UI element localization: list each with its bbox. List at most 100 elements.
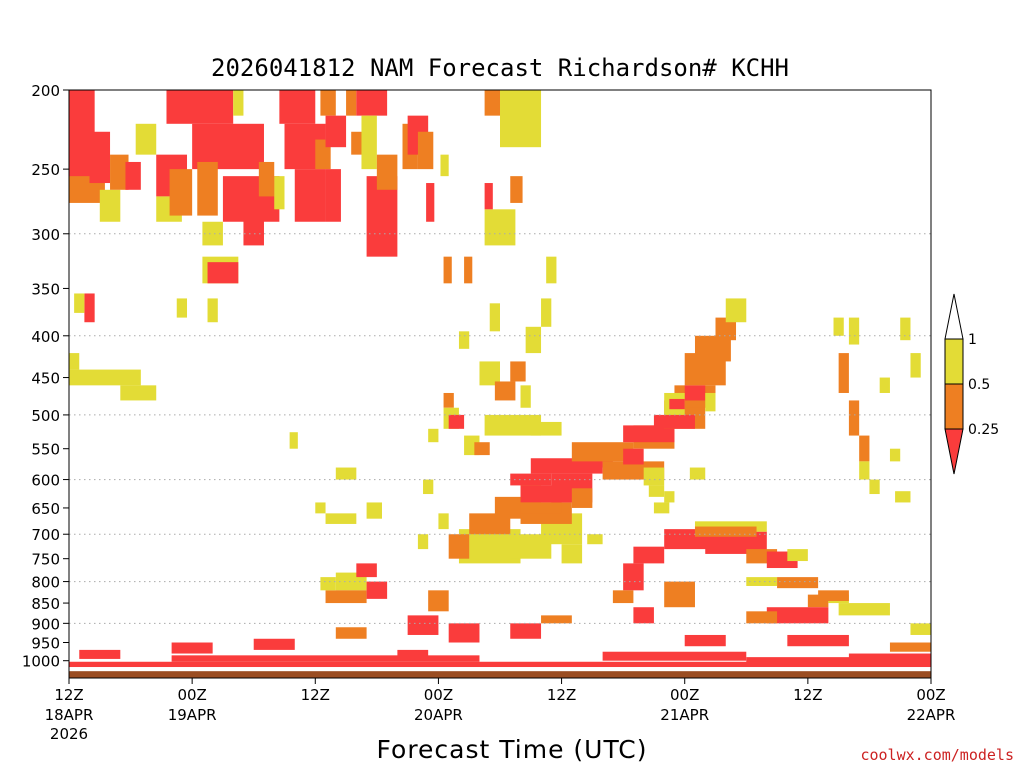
ri-region xyxy=(315,502,326,514)
ri-region xyxy=(669,398,685,410)
ri-region xyxy=(89,131,111,184)
ri-region xyxy=(895,491,911,503)
ri-region xyxy=(407,615,439,635)
ri-region xyxy=(325,115,347,148)
ri-region xyxy=(207,298,218,323)
y-tick-label: 850 xyxy=(31,595,60,613)
ri-region xyxy=(910,353,921,378)
ri-region xyxy=(746,657,931,663)
y-tick-label: 300 xyxy=(31,226,60,244)
ri-region xyxy=(233,90,244,116)
x-tick-date: 21APR xyxy=(660,706,709,724)
legend-swatch xyxy=(944,383,964,430)
x-tick-date: 20APR xyxy=(414,706,463,724)
ri-region xyxy=(207,262,239,284)
ri-region xyxy=(243,215,264,246)
x-tick-time: 12Z xyxy=(547,686,576,704)
ri-region xyxy=(664,581,695,608)
ri-region xyxy=(484,183,493,210)
legend-cap-top xyxy=(944,293,964,340)
ri-region xyxy=(510,473,552,486)
ri-region xyxy=(120,385,157,401)
y-tick-label: 350 xyxy=(31,280,60,298)
ri-region xyxy=(171,642,213,654)
ri-region xyxy=(489,303,500,332)
ri-region xyxy=(859,435,870,462)
plot-frame xyxy=(68,89,932,679)
x-tick-time: 12Z xyxy=(793,686,822,704)
ri-region xyxy=(443,392,454,408)
ri-region xyxy=(484,209,516,246)
ri-region xyxy=(335,467,357,480)
ri-region xyxy=(417,131,434,170)
ri-region xyxy=(274,176,285,210)
ri-region xyxy=(530,458,603,474)
x-tick-date: 22APR xyxy=(907,706,956,724)
ri-region xyxy=(366,502,382,519)
ri-region xyxy=(787,549,808,562)
ri-region xyxy=(561,544,583,564)
ri-region xyxy=(787,634,849,647)
ri-region xyxy=(440,154,449,177)
ri-region xyxy=(833,317,844,336)
ri-region xyxy=(325,169,341,222)
ri-region xyxy=(571,442,634,462)
ri-region xyxy=(135,123,157,155)
ri-region xyxy=(176,298,188,318)
ri-region xyxy=(510,176,523,203)
ri-region xyxy=(325,513,357,524)
ri-region xyxy=(346,90,357,116)
ri-region xyxy=(325,590,367,604)
ri-region xyxy=(777,577,819,589)
ri-region xyxy=(376,154,398,190)
x-tick-time: 00Z xyxy=(670,686,699,704)
y-tick-label: 700 xyxy=(31,526,60,544)
ri-region xyxy=(166,90,234,124)
y-tick-label: 900 xyxy=(31,615,60,633)
ri-region xyxy=(361,115,377,170)
ri-region xyxy=(464,256,473,284)
legend-cap-bottom xyxy=(944,428,964,475)
ri-region xyxy=(448,414,465,429)
x-tick-year: 2026 xyxy=(50,725,88,743)
ri-region xyxy=(443,256,452,284)
ri-region xyxy=(684,634,726,647)
ri-region xyxy=(84,293,95,323)
y-tick-label: 600 xyxy=(31,472,60,490)
ri-region xyxy=(715,317,737,341)
ri-region xyxy=(356,90,388,116)
ri-region xyxy=(859,461,870,480)
ri-region xyxy=(320,90,336,116)
legend-swatch xyxy=(944,338,964,385)
ri-region xyxy=(125,161,141,190)
ri-region xyxy=(289,432,298,449)
ri-region xyxy=(910,623,931,635)
ri-region xyxy=(197,161,218,216)
ri-region xyxy=(587,534,603,545)
ri-region xyxy=(602,651,747,661)
ri-region xyxy=(69,353,80,370)
ri-region xyxy=(448,534,470,559)
y-tick-label: 250 xyxy=(31,161,60,179)
ri-region xyxy=(510,361,526,382)
ri-region xyxy=(546,256,557,284)
x-tick-date: 18APR xyxy=(45,706,94,724)
y-axis: 200 250 300 350 400 450 500 550 600 650 700 750 800 8… xyxy=(22,82,69,671)
ri-region xyxy=(320,577,336,591)
ri-region xyxy=(746,611,778,624)
ri-region xyxy=(426,183,435,222)
ri-region xyxy=(889,642,931,652)
y-tick-label: 750 xyxy=(31,551,60,569)
ri-region xyxy=(448,623,480,643)
ri-region xyxy=(279,90,316,124)
richardson-field xyxy=(69,90,931,668)
ri-region xyxy=(510,534,552,559)
ri-region xyxy=(869,479,880,495)
x-tick-time: 00Z xyxy=(916,686,945,704)
gridlines xyxy=(69,233,931,624)
ri-region xyxy=(423,479,434,495)
ri-region xyxy=(510,623,542,639)
y-tick-label: 500 xyxy=(31,407,60,425)
ground-layer xyxy=(69,671,931,678)
